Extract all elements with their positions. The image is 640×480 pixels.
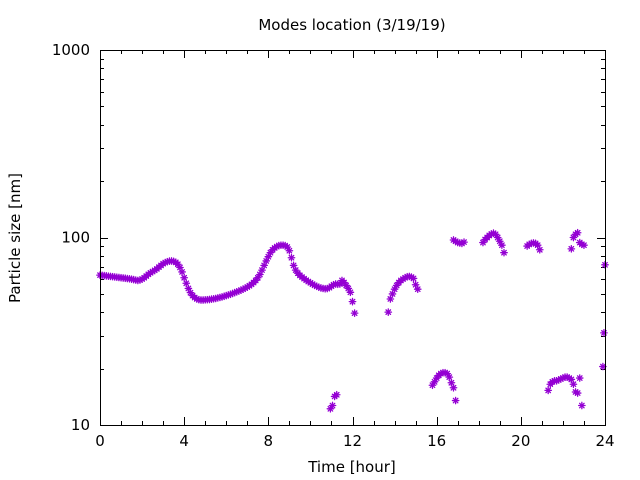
data-point <box>346 288 355 297</box>
data-point <box>386 295 395 303</box>
data-point <box>449 383 458 392</box>
y-tick-label: 100 <box>61 229 90 247</box>
x-tick-label: 4 <box>179 432 189 450</box>
data-point <box>575 374 584 382</box>
data-point <box>580 241 588 250</box>
x-tick-label: 24 <box>595 432 614 450</box>
y-tick-label: 10 <box>71 416 90 434</box>
data-point <box>332 390 341 399</box>
x-axis-label: Time [hour] <box>307 458 396 476</box>
x-tick-label: 20 <box>511 432 530 450</box>
data-point <box>285 246 294 255</box>
data-point <box>460 238 468 246</box>
y-tick-label: 1000 <box>52 41 90 59</box>
x-tick-label: 16 <box>427 432 446 450</box>
data-point <box>544 386 553 395</box>
axis-ticks <box>100 50 606 426</box>
data-point <box>409 274 418 283</box>
data-point <box>413 285 422 294</box>
data-point <box>569 380 578 389</box>
data-point <box>182 279 191 288</box>
data-point <box>348 297 357 306</box>
data-point <box>573 228 582 237</box>
data-point <box>287 253 296 262</box>
data-point <box>500 248 508 257</box>
data-point <box>180 273 189 282</box>
data-point <box>384 308 393 316</box>
plot-frame <box>100 50 606 426</box>
data-point <box>600 329 608 337</box>
data-point <box>178 268 186 276</box>
data-point <box>451 396 460 405</box>
x-tick-label: 8 <box>264 432 274 450</box>
x-tick-label: 0 <box>95 432 105 450</box>
data-point <box>350 309 359 317</box>
data-point <box>328 401 337 410</box>
x-tick-label: 12 <box>343 432 362 450</box>
chart-title: Modes location (3/19/19) <box>258 16 445 34</box>
tick-labels: 0 4 8 12 16 20 24 10 100 1000 <box>52 41 615 450</box>
data-point <box>445 373 454 381</box>
data-point <box>535 245 544 254</box>
data-point <box>388 290 397 298</box>
data-points <box>96 228 609 413</box>
y-axis-label: Particle size [nm] <box>6 173 24 303</box>
data-point <box>578 401 586 410</box>
data-point <box>573 389 582 397</box>
data-point <box>498 241 506 250</box>
data-point <box>567 244 576 253</box>
